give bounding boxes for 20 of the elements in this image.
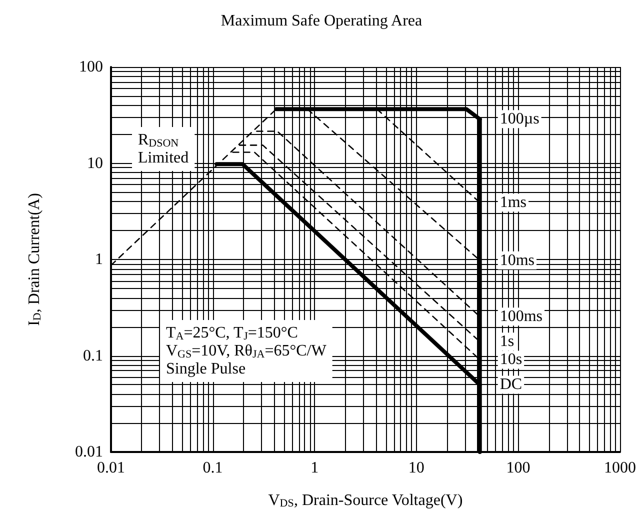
- y-tick-label: 1: [95, 251, 103, 268]
- series-label: 100ms: [500, 308, 543, 326]
- y-tick-label: 0.01: [75, 444, 103, 460]
- series-label: 1ms: [500, 194, 527, 212]
- x-tick-label: 0.1: [202, 460, 223, 476]
- x-tick-label: 100: [506, 460, 530, 476]
- x-axis-title: VDS, Drain-Source Voltage(V): [268, 492, 463, 510]
- y-axis-title: ID, Drain Current(A): [26, 193, 44, 326]
- series-label: 1s: [500, 333, 514, 350]
- y-tick-label: 0.1: [83, 347, 103, 364]
- series-label: DC: [500, 376, 522, 394]
- y-tick-label: 10: [87, 154, 103, 172]
- chart-title: Maximum Safe Operating Area: [220, 12, 422, 30]
- series-label: 10ms: [500, 252, 535, 269]
- series-label: 10s: [500, 351, 522, 368]
- series-label: 100µs: [500, 110, 540, 128]
- y-tick-label: 100: [79, 58, 103, 76]
- x-tick-label: 1: [310, 460, 319, 476]
- x-tick-label: 10: [408, 460, 424, 476]
- x-tick-label: 1000: [604, 460, 636, 476]
